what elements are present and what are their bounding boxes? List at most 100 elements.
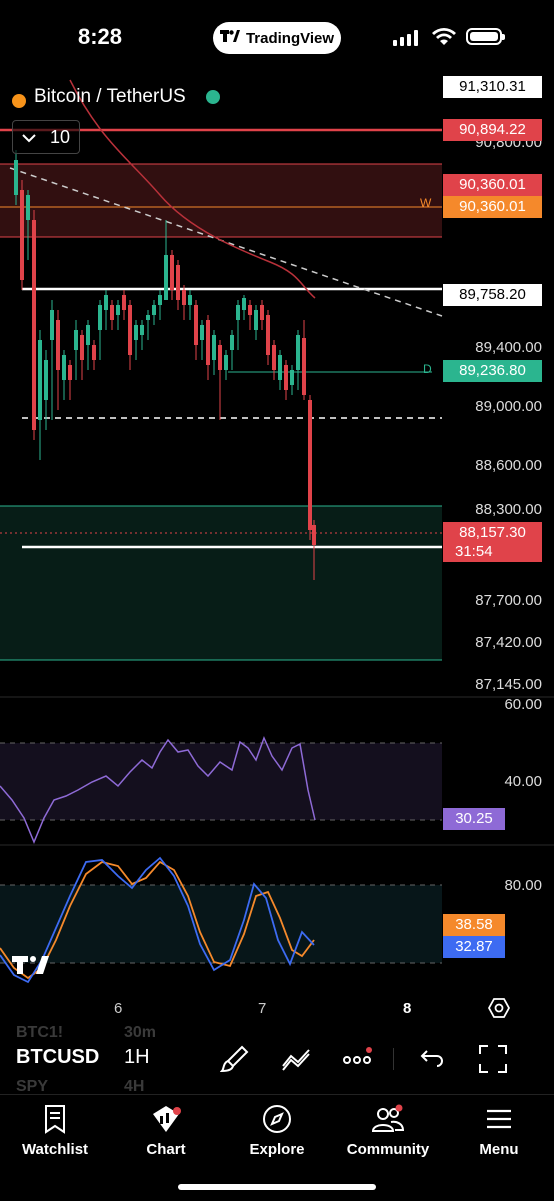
stoch-band <box>0 885 442 963</box>
candle-body <box>248 305 252 315</box>
price-tag-top: 91,310.31 <box>443 76 542 98</box>
rsi-line <box>0 735 316 844</box>
candle-body <box>104 295 108 310</box>
axis-label: 89,400.00 <box>475 339 542 356</box>
axis-label: 87,145.00 <box>475 676 542 693</box>
timeframe-selector[interactable]: 1H <box>124 1046 150 1068</box>
tab-watchlist[interactable]: Watchlist <box>0 1103 110 1158</box>
candle-body <box>110 305 114 320</box>
tab-explore[interactable]: Explore <box>222 1103 332 1158</box>
axis-label: 87,700.00 <box>475 592 542 609</box>
community-icon <box>333 1103 443 1135</box>
candle-body <box>26 195 30 220</box>
candle-body <box>92 345 96 360</box>
tab-bar: Watchlist Chart Explore Community Menu <box>0 1094 554 1201</box>
bitcoin-icon <box>12 94 26 108</box>
candle-body <box>182 290 186 305</box>
candle-body <box>158 295 162 305</box>
ghost-timeframe: 30m <box>124 1024 157 1041</box>
candle-body <box>128 305 132 355</box>
candle-body <box>218 345 222 370</box>
current-price: 88,157.30 <box>459 524 526 541</box>
candle-body <box>20 190 24 280</box>
candle-body <box>242 298 246 310</box>
wifi-icon <box>432 28 456 45</box>
indicators-collapse-button[interactable]: 10 <box>12 120 80 154</box>
price-tag-red-line: 90,894.22 <box>443 119 542 141</box>
candle-body <box>14 160 18 195</box>
price-tag-zone-top: 90,360.01 <box>443 174 542 196</box>
tab-label: Menu <box>479 1141 519 1158</box>
stoch-d-line <box>0 856 315 984</box>
candle-body <box>308 400 312 530</box>
candle-body <box>302 338 306 395</box>
current-price-tag: 88,157.30 31:54 <box>443 522 542 562</box>
tradingview-watermark-icon <box>12 956 49 974</box>
stoch-axis-label: 80.00 <box>504 877 542 894</box>
candle-body <box>134 325 138 340</box>
chevron-down-icon <box>22 127 36 148</box>
candle-body <box>116 305 120 315</box>
candle-body <box>230 335 234 350</box>
axis-label: 88,300.00 <box>475 501 542 518</box>
tab-label: Community <box>346 1141 430 1158</box>
axis-label: 87,420.00 <box>475 634 542 651</box>
candle-body <box>236 305 240 320</box>
tab-community[interactable]: Community <box>333 1103 443 1158</box>
settings-icon[interactable] <box>488 997 510 1019</box>
candle-body <box>284 365 288 390</box>
tradingview-pill[interactable]: TradingView <box>213 22 341 54</box>
status-time: 8:28 <box>78 24 123 49</box>
candle-body <box>50 310 54 340</box>
candle-body <box>98 305 102 330</box>
candle-body <box>188 295 192 305</box>
bookmark-icon <box>0 1103 110 1135</box>
fullscreen-icon[interactable] <box>478 1044 508 1074</box>
market-open-icon <box>205 90 220 104</box>
ghost-timeframe: 4H <box>124 1078 145 1095</box>
menu-icon <box>444 1103 554 1135</box>
symbol-header[interactable]: Bitcoin / TetherUS <box>12 86 220 108</box>
candle-body <box>140 325 144 335</box>
resistance-zone <box>0 164 442 237</box>
tradingview-logo-icon <box>219 29 240 47</box>
candle-body <box>290 370 294 385</box>
signal-icon <box>393 30 418 46</box>
price-tag-white-line: 89,758.20 <box>443 284 542 306</box>
trend-line-icon[interactable] <box>281 1044 311 1074</box>
axis-label: 89,000.00 <box>475 398 542 415</box>
rsi-axis-label: 40.00 <box>504 773 542 790</box>
tab-menu[interactable]: Menu <box>444 1103 554 1158</box>
brush-icon[interactable] <box>220 1044 250 1074</box>
price-tag-green-line: 89,236.80 <box>443 360 542 382</box>
candle-body <box>146 315 150 320</box>
ghost-ticker: BTC1! <box>16 1024 64 1041</box>
price-chart[interactable] <box>0 0 554 1000</box>
candle-body <box>44 360 48 400</box>
more-icon[interactable] <box>342 1044 372 1074</box>
rsi-axis-label: 60.00 <box>504 696 542 713</box>
tab-label: Explore <box>249 1141 305 1158</box>
stoch-k-tag: 38.58 <box>443 914 505 936</box>
support-zone <box>0 506 442 660</box>
time-axis-label: 6 <box>114 1000 123 1017</box>
candlesticks <box>14 150 316 580</box>
symbol-selector[interactable]: BTCUSD <box>16 1046 100 1068</box>
chart-icon <box>111 1103 221 1135</box>
axis-label: 88,600.00 <box>475 457 542 474</box>
undo-icon[interactable] <box>415 1044 445 1074</box>
candle-body <box>278 355 282 380</box>
ghost-ticker: SPY <box>16 1078 49 1095</box>
candle-body <box>152 305 156 315</box>
w-label: W <box>420 196 432 210</box>
candle-body <box>170 255 174 290</box>
candle-body <box>62 355 66 380</box>
candle-body <box>164 255 168 300</box>
candle-body <box>296 335 300 370</box>
compass-icon <box>222 1103 332 1135</box>
toolbar-divider <box>393 1048 394 1070</box>
candle-body <box>176 265 180 300</box>
tab-chart[interactable]: Chart <box>111 1103 221 1158</box>
rsi-band <box>0 743 442 820</box>
symbol-title: Bitcoin / TetherUS <box>34 86 186 107</box>
